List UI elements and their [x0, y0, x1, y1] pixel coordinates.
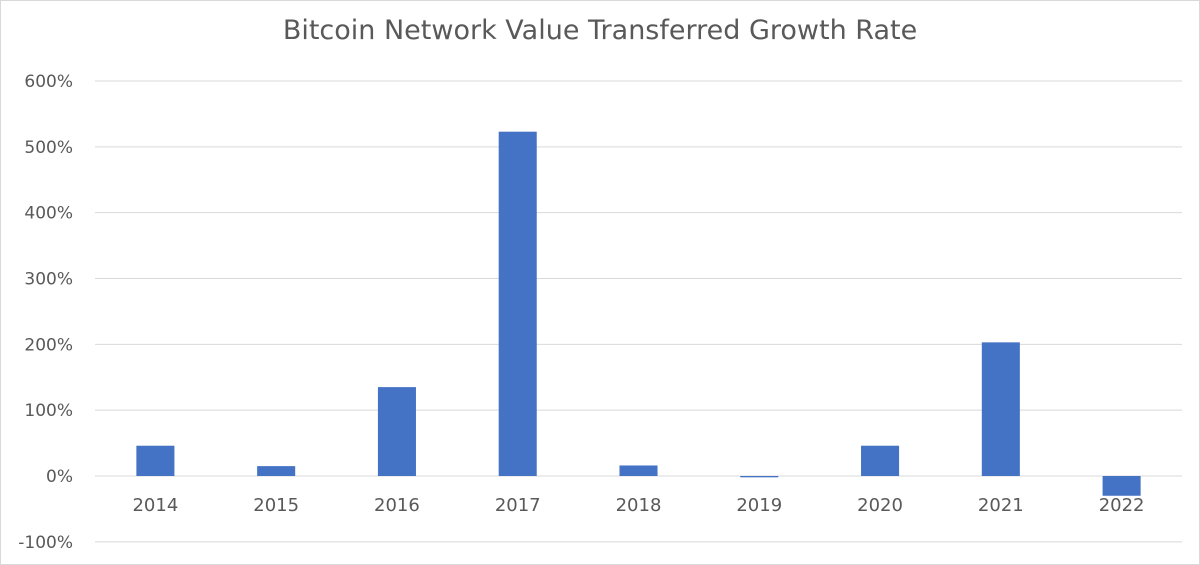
- x-tick-label: 2022: [1099, 495, 1145, 516]
- x-tick-label: 2016: [374, 495, 420, 516]
- x-tick-label: 2018: [616, 495, 662, 516]
- bar: [861, 445, 900, 476]
- y-tick-label: 100%: [24, 401, 73, 421]
- y-tick-label: 200%: [24, 335, 73, 355]
- y-tick-label: 500%: [24, 138, 73, 158]
- x-tick-label: 2017: [495, 495, 541, 516]
- bar: [377, 387, 416, 476]
- y-tick-label: -100%: [18, 533, 73, 553]
- y-tick-label: 300%: [24, 270, 73, 290]
- bar: [740, 476, 779, 478]
- bar: [981, 342, 1020, 476]
- y-tick-label: 600%: [24, 72, 73, 92]
- bar: [1102, 476, 1141, 496]
- bar: [619, 465, 658, 476]
- x-tick-label: 2019: [736, 495, 782, 516]
- bar: [498, 131, 537, 477]
- y-tick-label: 400%: [24, 204, 73, 224]
- x-tick-label: 2020: [857, 495, 903, 516]
- y-tick-label: 0%: [46, 467, 73, 487]
- x-tick-label: 2014: [132, 495, 178, 516]
- chart-title: Bitcoin Network Value Transferred Growth…: [282, 15, 918, 46]
- x-tick-label: 2021: [978, 495, 1024, 516]
- bar: [257, 466, 296, 476]
- x-tick-label: 2015: [253, 495, 299, 516]
- bar: [136, 445, 175, 476]
